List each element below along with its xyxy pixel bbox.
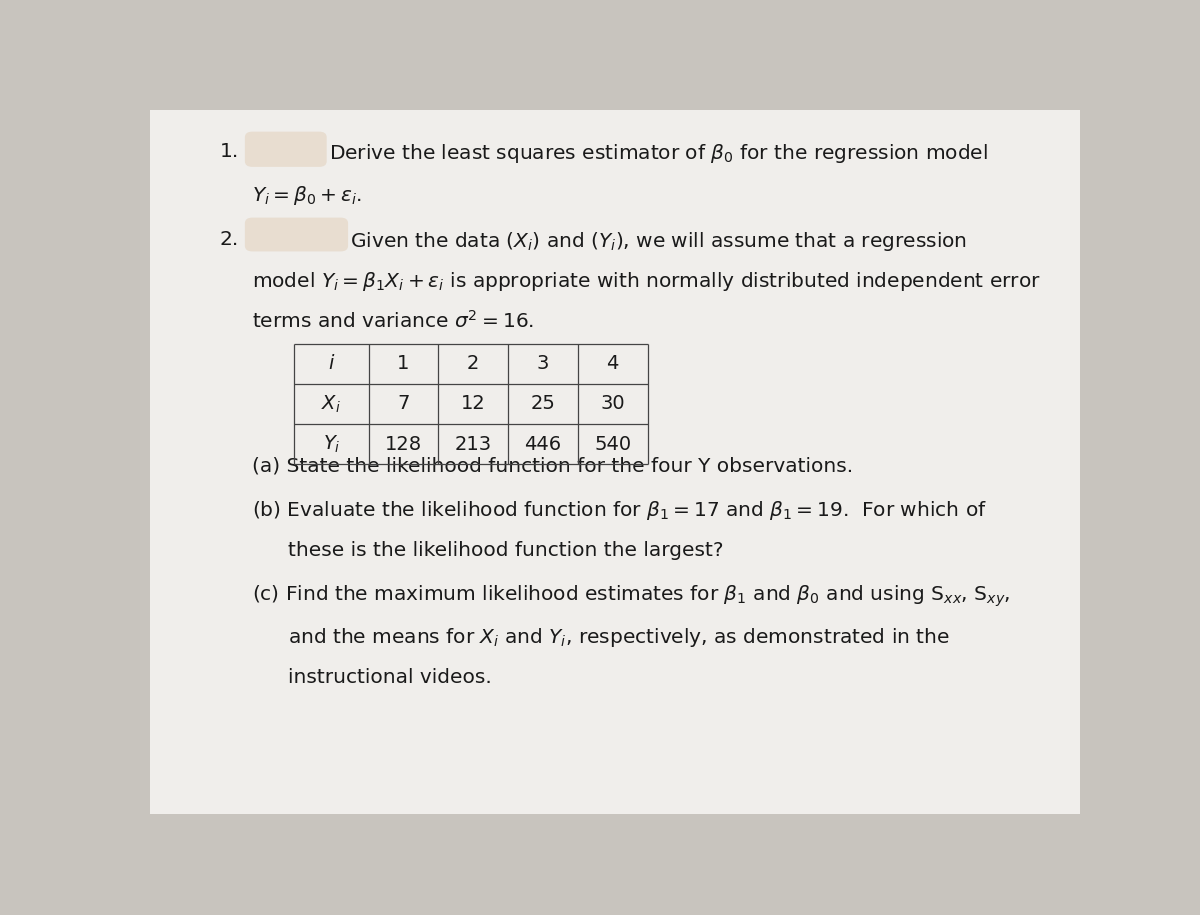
Text: 1.: 1. xyxy=(220,142,239,160)
Text: 2: 2 xyxy=(467,354,479,373)
Text: $Y_i = \beta_0 + \varepsilon_i.$: $Y_i = \beta_0 + \varepsilon_i.$ xyxy=(252,184,362,207)
Text: these is the likelihood function the largest?: these is the likelihood function the lar… xyxy=(288,541,724,560)
Text: model $Y_i = \beta_1 X_i + \varepsilon_i$ is appropriate with normally distribut: model $Y_i = \beta_1 X_i + \varepsilon_i… xyxy=(252,270,1042,293)
Text: 7: 7 xyxy=(397,394,409,414)
FancyBboxPatch shape xyxy=(245,218,348,252)
Text: $X_i$: $X_i$ xyxy=(322,393,341,414)
Text: 1: 1 xyxy=(397,354,409,373)
Text: 540: 540 xyxy=(594,435,631,454)
Text: $i$: $i$ xyxy=(328,354,335,373)
Text: instructional videos.: instructional videos. xyxy=(288,668,491,687)
FancyBboxPatch shape xyxy=(245,132,326,167)
Text: 2.: 2. xyxy=(220,230,239,249)
Text: 25: 25 xyxy=(530,394,556,414)
Text: 4: 4 xyxy=(606,354,619,373)
Text: Given the data ($X_i$) and ($Y_i$), we will assume that a regression: Given the data ($X_i$) and ($Y_i$), we w… xyxy=(350,230,967,253)
Text: 128: 128 xyxy=(385,435,422,454)
FancyBboxPatch shape xyxy=(150,110,1080,814)
Text: 213: 213 xyxy=(455,435,492,454)
Text: 30: 30 xyxy=(600,394,625,414)
Text: 3: 3 xyxy=(536,354,550,373)
Text: 12: 12 xyxy=(461,394,486,414)
Text: terms and variance $\sigma^2 = 16.$: terms and variance $\sigma^2 = 16.$ xyxy=(252,310,534,332)
Text: $Y_i$: $Y_i$ xyxy=(323,434,340,455)
Text: Derive the least squares estimator of $\beta_0$ for the regression model: Derive the least squares estimator of $\… xyxy=(329,142,988,165)
Text: (b) Evaluate the likelihood function for $\beta_1 = 17$ and $\beta_1 = 19$.  For: (b) Evaluate the likelihood function for… xyxy=(252,499,988,522)
Text: and the means for $X_i$ and $Y_i$, respectively, as demonstrated in the: and the means for $X_i$ and $Y_i$, respe… xyxy=(288,626,949,649)
Text: (c) Find the maximum likelihood estimates for $\beta_1$ and $\beta_0$ and using : (c) Find the maximum likelihood estimate… xyxy=(252,583,1010,608)
Text: 446: 446 xyxy=(524,435,562,454)
Text: (a) State the likelihood function for the four Y observations.: (a) State the likelihood function for th… xyxy=(252,457,853,476)
